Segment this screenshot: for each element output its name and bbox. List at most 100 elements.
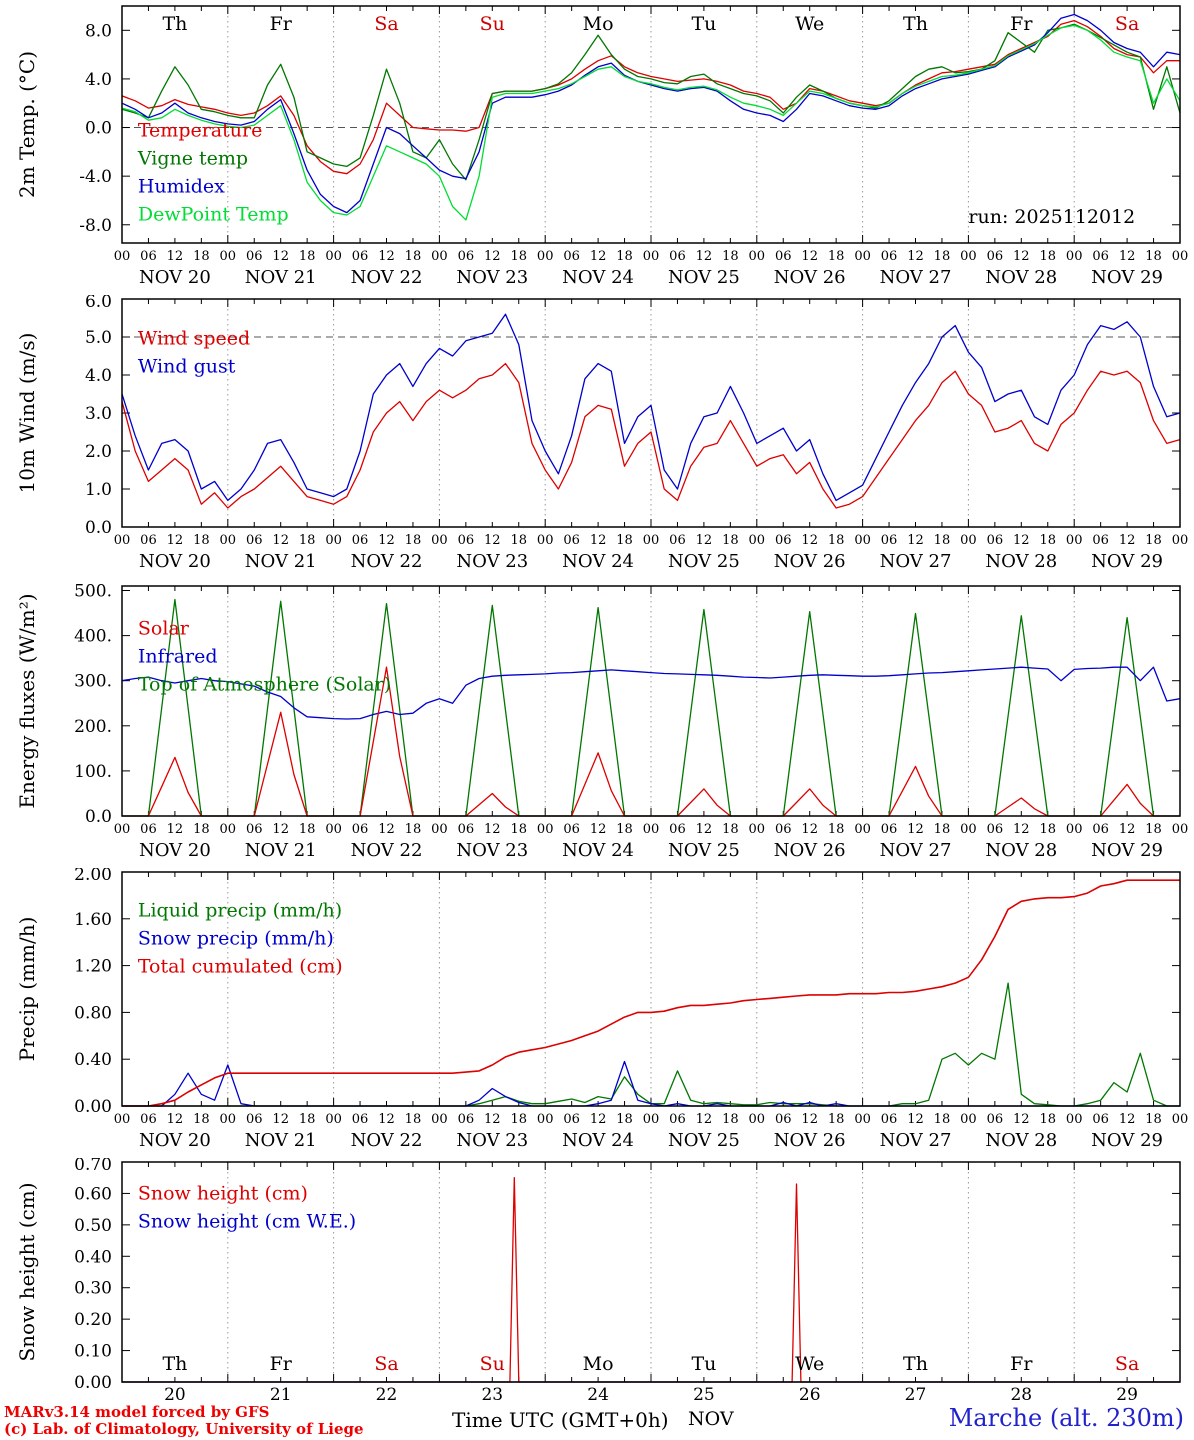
day-label: NOV 25 <box>668 1130 740 1151</box>
svg-text:06: 06 <box>246 533 263 548</box>
day-label: NOV 27 <box>880 267 952 288</box>
svg-text:18: 18 <box>616 533 633 548</box>
svg-text:06: 06 <box>1092 533 1109 548</box>
energy-chart: 0.0 100. 200. 300. 400. 500. Energy fluxes (W/… <box>15 582 1188 861</box>
day-label: NOV 24 <box>562 1130 634 1151</box>
svg-text:0.70: 0.70 <box>74 1158 112 1175</box>
legend-solar: Solar <box>138 617 190 639</box>
svg-text:18: 18 <box>828 249 845 264</box>
svg-text:0.40: 0.40 <box>74 1247 112 1267</box>
date-label: 21 <box>270 1385 292 1405</box>
day-label: NOV 25 <box>668 551 740 572</box>
svg-text:00: 00 <box>854 822 871 837</box>
dow-label: Mo <box>583 13 614 35</box>
svg-text:12: 12 <box>801 249 818 264</box>
svg-text:00: 00 <box>325 533 342 548</box>
day-label: NOV 28 <box>985 551 1057 572</box>
svg-text:00: 00 <box>1066 822 1083 837</box>
day-label: NOV 21 <box>245 840 317 861</box>
day-label: NOV 21 <box>245 1130 317 1151</box>
svg-text:00: 00 <box>854 249 871 264</box>
dow-label: Fr <box>270 13 293 35</box>
date-label: 27 <box>905 1385 927 1405</box>
svg-text:00: 00 <box>537 1112 554 1127</box>
day-label: NOV 28 <box>985 1130 1057 1151</box>
svg-text:18: 18 <box>616 249 633 264</box>
svg-text:18: 18 <box>193 1112 210 1127</box>
svg-text:100.: 100. <box>74 762 112 782</box>
dow-label: Sa <box>374 1353 398 1375</box>
svg-text:12: 12 <box>907 533 924 548</box>
svg-text:12: 12 <box>272 533 289 548</box>
svg-text:12: 12 <box>167 1112 184 1127</box>
dow-label: Th <box>903 13 928 35</box>
svg-text:18: 18 <box>299 822 316 837</box>
svg-text:06: 06 <box>352 533 369 548</box>
dow-label: Fr <box>1010 13 1033 35</box>
svg-text:0.60: 0.60 <box>74 1184 112 1204</box>
svg-text:400.: 400. <box>74 627 112 647</box>
svg-text:12: 12 <box>1013 249 1030 264</box>
svg-text:06: 06 <box>881 533 898 548</box>
svg-text:18: 18 <box>934 1112 951 1127</box>
svg-text:18: 18 <box>299 249 316 264</box>
svg-text:18: 18 <box>193 249 210 264</box>
svg-text:06: 06 <box>775 533 792 548</box>
dow-label: Th <box>903 1353 928 1375</box>
svg-text:500.: 500. <box>74 582 112 602</box>
svg-text:06: 06 <box>246 822 263 837</box>
svg-text:06: 06 <box>563 249 580 264</box>
svg-text:18: 18 <box>934 533 951 548</box>
day-label: NOV 27 <box>880 840 952 861</box>
day-label: NOV 21 <box>245 267 317 288</box>
chart-stack: -8.0 -4.0 0.0 4.0 8.0 2m Temp. (°C) Temperatur… <box>15 5 1189 1405</box>
svg-text:00: 00 <box>960 533 977 548</box>
legend-total-cumulated-cm-: Total cumulated (cm) <box>138 955 343 977</box>
svg-text:12: 12 <box>696 822 713 837</box>
svg-text:06: 06 <box>669 249 686 264</box>
svg-text:00: 00 <box>1066 1112 1083 1127</box>
svg-text:00: 00 <box>1172 533 1189 548</box>
dow-label: Fr <box>1010 1353 1033 1375</box>
day-label: NOV 29 <box>1091 551 1163 572</box>
day-label: NOV 26 <box>774 840 846 861</box>
svg-text:12: 12 <box>907 1112 924 1127</box>
dow-label: We <box>795 1353 824 1375</box>
svg-text:18: 18 <box>1039 1112 1056 1127</box>
day-label: NOV 22 <box>351 1130 423 1151</box>
day-label: NOV 20 <box>139 1130 211 1151</box>
day-label: NOV 21 <box>245 551 317 572</box>
svg-text:-8.0: -8.0 <box>79 216 112 236</box>
svg-text:18: 18 <box>934 249 951 264</box>
svg-text:06: 06 <box>669 822 686 837</box>
svg-text:06: 06 <box>140 822 157 837</box>
svg-text:18: 18 <box>1145 249 1162 264</box>
svg-text:00: 00 <box>114 249 131 264</box>
svg-text:00: 00 <box>220 1112 237 1127</box>
series-dewpoint-temp <box>121 24 1181 221</box>
precip-chart: 0.00 0.40 0.80 1.20 1.60 2.00 Precip (mm/h) Liq… <box>15 868 1188 1151</box>
temperature-chart: -8.0 -4.0 0.0 4.0 8.0 2m Temp. (°C) Temperatur… <box>15 5 1188 288</box>
dow-label: Th <box>162 1353 187 1375</box>
svg-text:06: 06 <box>881 249 898 264</box>
credit-line-1: MARv3.14 model forced by GFS <box>4 1403 270 1421</box>
svg-text:0.20: 0.20 <box>74 1310 112 1330</box>
svg-text:06: 06 <box>458 1112 475 1127</box>
svg-text:0.0: 0.0 <box>85 119 112 139</box>
svg-text:06: 06 <box>352 1112 369 1127</box>
svg-text:06: 06 <box>775 249 792 264</box>
svg-text:12: 12 <box>378 822 395 837</box>
temperature-axis-label: 2m Temp. (°C) <box>15 51 39 198</box>
svg-text:1.60: 1.60 <box>74 910 112 930</box>
svg-text:00: 00 <box>431 533 448 548</box>
wind-chart: 0.0 1.0 2.0 3.0 4.0 5.0 6.0 10m Wind (m/s) Wind … <box>15 295 1189 572</box>
day-label: NOV 22 <box>351 267 423 288</box>
day-label: NOV 23 <box>456 267 528 288</box>
svg-text:00: 00 <box>854 1112 871 1127</box>
svg-text:18: 18 <box>616 1112 633 1127</box>
date-label: 28 <box>1010 1385 1032 1405</box>
dow-label: Tu <box>691 1353 716 1375</box>
svg-text:2.0: 2.0 <box>85 442 112 462</box>
svg-text:18: 18 <box>405 822 422 837</box>
svg-text:00: 00 <box>220 822 237 837</box>
